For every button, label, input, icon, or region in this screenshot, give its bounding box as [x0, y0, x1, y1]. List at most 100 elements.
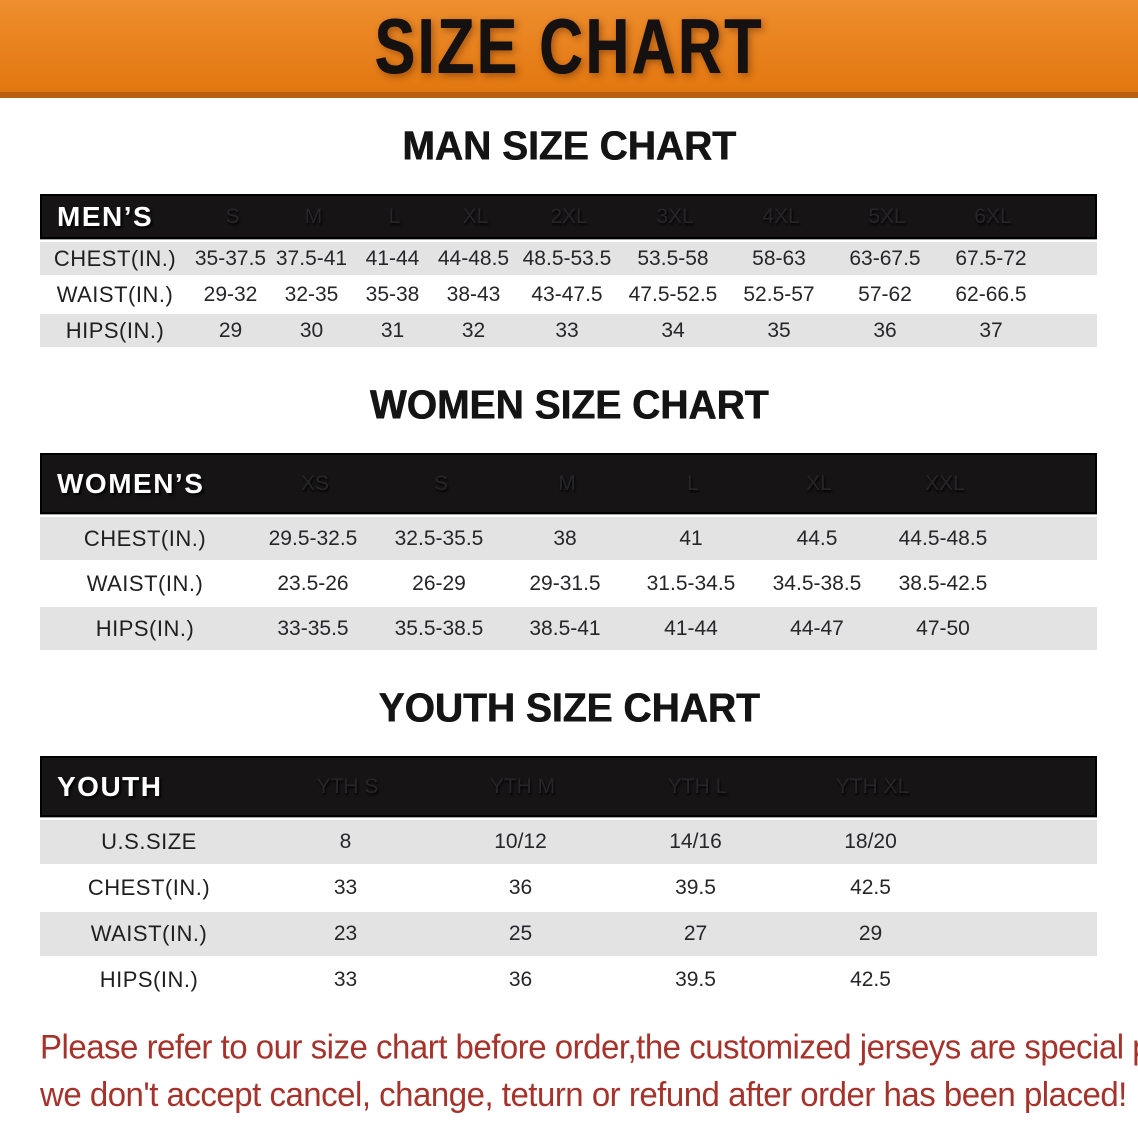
value-cell: 33	[333, 876, 358, 899]
value-cell: 38	[553, 526, 577, 550]
value-cell: 29	[218, 318, 243, 342]
value-cell: 35-37.5	[194, 246, 267, 270]
men-size-section: MAN SIZE CHART MEN’S S M L XL 2XL 3XL 4XL 5XL 6XL…	[0, 123, 1138, 347]
column-header: S	[225, 204, 240, 228]
column-header: YTH M	[489, 774, 556, 798]
value-cell: 29	[858, 922, 883, 945]
row-label: WAIST(IN.)	[90, 921, 208, 946]
women-size-section: WOMEN SIZE CHART WOMEN’S XS S M L XL XXL CHEST(…	[0, 382, 1138, 650]
disclaimer-line: we don't accept cancel, change, teturn o…	[40, 1075, 1127, 1114]
value-cell: 58-63	[752, 246, 806, 270]
value-cell: 32.5-35.5	[394, 526, 484, 550]
value-cell: 39.5	[675, 968, 716, 991]
value-cell: 25	[508, 922, 533, 945]
value-cell: 29.5-32.5	[268, 526, 358, 550]
table-row: WAIST(IN.) 29-32 32-35 35-38 38-43 43-47.5 47.…	[40, 278, 1097, 311]
value-cell: 43-47.5	[531, 282, 603, 306]
value-cell: 57-62	[858, 282, 912, 306]
value-cell: 41	[679, 526, 703, 550]
value-cell: 42.5	[850, 876, 891, 899]
column-header: XL	[462, 204, 489, 228]
value-cell: 42.5	[850, 968, 891, 991]
value-cell: 41-44	[365, 246, 420, 270]
value-cell: 67.5-72	[955, 246, 1027, 270]
value-cell: 8	[339, 830, 352, 853]
column-header: YTH S	[316, 774, 379, 798]
column-header: 6XL	[974, 204, 1012, 228]
table-corner-label: WOMEN’S	[57, 467, 205, 499]
value-cell: 63-67.5	[849, 246, 921, 270]
value-cell: 37	[979, 318, 1003, 342]
value-cell: 37.5-41	[275, 246, 348, 270]
column-header: 4XL	[762, 204, 800, 228]
value-cell: 47.5-52.5	[628, 282, 718, 306]
page-title: SIZE CHART	[374, 2, 764, 90]
men-size-table: MEN’S S M L XL 2XL 3XL 4XL 5XL 6XL CHEST(IN.) 35-37…	[40, 194, 1097, 347]
table-header: YOUTH YTH S YTH M YTH L YTH XL	[40, 756, 1097, 817]
row-label: WAIST(IN.)	[56, 281, 174, 307]
value-cell: 36	[508, 968, 533, 991]
table-row: HIPS(IN.) 33-35.5 35.5-38.5 38.5-41 41-44 44-…	[40, 607, 1097, 650]
value-cell: 31.5-34.5	[646, 571, 736, 595]
value-cell: 32-35	[284, 282, 339, 306]
banner: SIZE CHART	[0, 0, 1138, 98]
women-section-heading: WOMEN SIZE CHART	[369, 382, 769, 429]
row-label: HIPS(IN.)	[99, 967, 199, 992]
value-cell: 44-47	[790, 616, 844, 640]
value-cell: 29-32	[203, 282, 258, 306]
value-cell: 35.5-38.5	[394, 616, 484, 640]
value-cell: 33	[333, 968, 358, 991]
value-cell: 38.5-42.5	[898, 571, 988, 595]
youth-size-table: YOUTH YTH S YTH M YTH L YTH XL U.S.SIZE 8 10/12…	[40, 756, 1097, 1002]
value-cell: 38.5-41	[529, 616, 601, 640]
value-cell: 34.5-38.5	[772, 571, 862, 595]
value-cell: 18/20	[844, 830, 897, 853]
column-header: 5XL	[868, 204, 906, 228]
row-label: U.S.SIZE	[101, 829, 197, 854]
value-cell: 23.5-26	[277, 571, 349, 595]
table-row: U.S.SIZE 8 10/12 14/16 18/20	[40, 820, 1097, 864]
row-label: HIPS(IN.)	[65, 317, 165, 343]
row-label: WAIST(IN.)	[86, 570, 204, 596]
disclaimer-line: Please refer to our size chart before or…	[40, 1027, 1138, 1066]
column-header: L	[687, 471, 699, 495]
value-cell: 48.5-53.5	[522, 246, 612, 270]
value-cell: 53.5-58	[637, 246, 709, 270]
youth-section-heading: YOUTH SIZE CHART	[378, 685, 760, 732]
value-cell: 33-35.5	[277, 616, 349, 640]
table-row: CHEST(IN.) 29.5-32.5 32.5-35.5 38 41 44.5 44.5…	[40, 517, 1097, 560]
value-cell: 26-29	[412, 571, 466, 595]
value-cell: 10/12	[494, 830, 547, 853]
column-header: YTH XL	[835, 774, 910, 798]
column-header: XL	[806, 471, 832, 495]
table-corner-label: MEN’S	[57, 200, 154, 232]
column-header: 2XL	[550, 204, 588, 228]
column-header: M	[304, 204, 323, 228]
value-cell: 34	[661, 318, 685, 342]
value-cell: 36	[873, 318, 897, 342]
row-label: CHEST(IN.)	[87, 875, 211, 900]
value-cell: 32	[461, 318, 486, 342]
column-header: 3XL	[656, 204, 694, 228]
value-cell: 44.5	[796, 526, 838, 550]
value-cell: 38-43	[446, 282, 501, 306]
value-cell: 39.5	[675, 876, 716, 899]
row-label: CHEST(IN.)	[83, 525, 207, 551]
row-label: HIPS(IN.)	[95, 615, 195, 641]
table-header: MEN’S S M L XL 2XL 3XL 4XL 5XL 6XL	[40, 194, 1097, 239]
column-header: L	[388, 204, 401, 228]
value-cell: 14/16	[669, 830, 722, 853]
value-cell: 35	[767, 318, 791, 342]
column-header: YTH L	[667, 774, 728, 798]
value-cell: 30	[299, 318, 324, 342]
table-row: CHEST(IN.) 33 36 39.5 42.5	[40, 866, 1097, 910]
men-section-heading: MAN SIZE CHART	[402, 123, 736, 170]
value-cell: 27	[683, 922, 708, 945]
column-header: M	[558, 471, 576, 495]
value-cell: 31	[380, 318, 405, 342]
table-row: WAIST(IN.) 23.5-26 26-29 29-31.5 31.5-34.5 34…	[40, 562, 1097, 605]
table-header: WOMEN’S XS S M L XL XXL	[40, 453, 1097, 514]
youth-size-section: YOUTH SIZE CHART YOUTH YTH S YTH M YTH L YTH…	[0, 685, 1138, 1002]
women-size-table: WOMEN’S XS S M L XL XXL CHEST(IN.) 29.5-32.5 32.5…	[40, 453, 1097, 650]
